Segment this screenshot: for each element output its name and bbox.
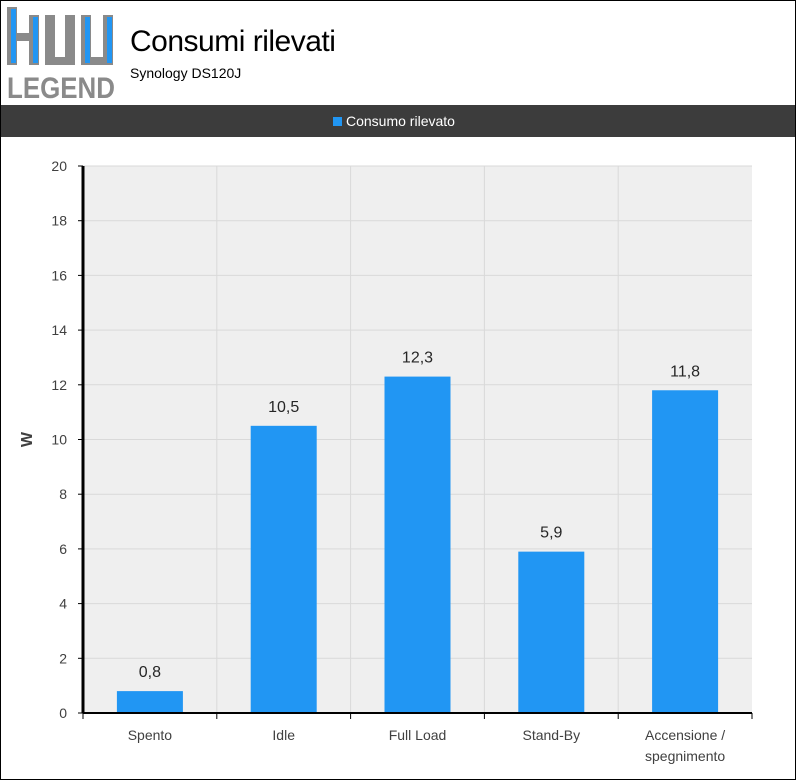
y-tick-label: 12 bbox=[51, 377, 67, 393]
y-tick-label: 18 bbox=[51, 213, 67, 229]
chart-header: LEGEND Consumi rilevati Synology DS120J bbox=[1, 1, 795, 105]
data-label: 12,3 bbox=[402, 350, 433, 367]
data-label: 10,5 bbox=[268, 399, 299, 416]
x-tick-label: spegnimento bbox=[645, 748, 725, 764]
x-tick-label: Accensione / bbox=[645, 727, 725, 743]
y-tick-label: 10 bbox=[51, 432, 67, 448]
bar-chart: 0 2 4 6 8 10 12 14 16 18 20 0,8 10,5 12,3 5,9 11,8 Spe… bbox=[19, 158, 753, 764]
x-tick-label: Full Load bbox=[389, 727, 447, 743]
logo-wordmark: LEGEND bbox=[7, 72, 115, 103]
data-label: 11,8 bbox=[670, 363, 700, 380]
x-tick-label: Spento bbox=[128, 727, 173, 743]
gridlines bbox=[83, 165, 752, 713]
bar bbox=[384, 376, 451, 713]
data-label: 5,9 bbox=[540, 525, 562, 542]
data-labels: 0,8 10,5 12,3 5,9 11,8 bbox=[139, 350, 700, 682]
y-tick-label: 14 bbox=[51, 322, 67, 338]
chart-title: Consumi rilevati bbox=[130, 25, 336, 58]
x-axis-ticks: Spento Idle Full Load Stand-By Accensione / s… bbox=[82, 713, 753, 764]
legend-bar: Consumo rilevato bbox=[1, 105, 795, 137]
legend-swatch bbox=[333, 116, 342, 126]
y-axis-title: W bbox=[19, 431, 36, 447]
y-tick-label: 16 bbox=[51, 267, 67, 283]
bar bbox=[250, 425, 317, 713]
bar bbox=[518, 551, 585, 713]
y-tick-label: 4 bbox=[59, 596, 67, 612]
bar bbox=[116, 691, 183, 713]
y-tick-label: 0 bbox=[59, 705, 67, 721]
x-tick-label: Stand-By bbox=[523, 727, 581, 743]
y-tick-label: 8 bbox=[59, 486, 67, 502]
legend-label: Consumo rilevato bbox=[346, 113, 455, 129]
y-tick-label: 20 bbox=[51, 158, 67, 174]
bar bbox=[652, 390, 719, 713]
chart-subtitle: Synology DS120J bbox=[130, 65, 242, 81]
data-label: 0,8 bbox=[139, 664, 161, 681]
legend-item: Consumo rilevato bbox=[333, 112, 455, 130]
y-tick-label: 2 bbox=[59, 650, 67, 666]
y-axis-ticks: 0 2 4 6 8 10 12 14 16 18 20 bbox=[51, 158, 83, 721]
hwlegend-logo: LEGEND bbox=[7, 7, 115, 103]
y-tick-label: 6 bbox=[59, 541, 67, 557]
bars bbox=[116, 376, 719, 713]
x-tick-label: Idle bbox=[272, 727, 295, 743]
